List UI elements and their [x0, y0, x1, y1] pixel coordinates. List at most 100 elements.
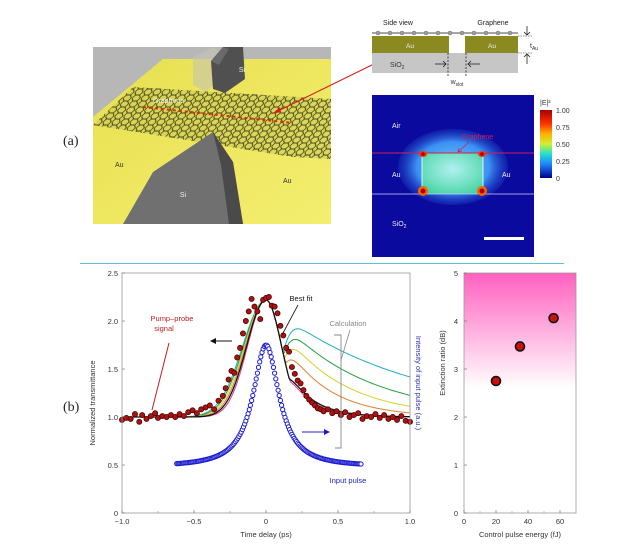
y-axis-label: Normalized transmittance: [88, 360, 97, 445]
input-pulse-point: [255, 364, 262, 370]
input-pulse-point: [249, 397, 255, 404]
y-axis-label-right: Intensity of input pulse (a.u.): [414, 336, 423, 431]
input-pulse-point: [254, 370, 260, 376]
pump-probe-pointer: [151, 342, 170, 411]
sio2-field-label: SiO2: [392, 221, 407, 230]
input-pulse-point: [358, 461, 364, 467]
best-fit-annotation: Best fit: [290, 294, 314, 303]
colorbar-tick-label: 0.75: [556, 125, 570, 132]
input-pulse-point: [253, 376, 259, 382]
input-pulse-point: [270, 364, 277, 370]
pump-probe-point: [368, 414, 375, 420]
pump-probe-point: [389, 414, 396, 420]
pump-probe-point: [398, 413, 405, 419]
pump-probe-point: [265, 294, 272, 300]
slot-gap: [449, 36, 465, 53]
graphene-label: Graphene: [153, 98, 184, 105]
pump-probe-point: [324, 406, 331, 413]
pump-probe-point: [147, 413, 154, 419]
x-tick-label: −1.0: [115, 517, 130, 526]
pump-probe-point: [237, 344, 244, 351]
plot-frame: [121, 272, 411, 514]
input-pulse-point: [246, 407, 252, 413]
input-pulse-series: [174, 342, 364, 467]
input-pulse-point: [250, 392, 256, 399]
pump-probe-point: [283, 344, 290, 351]
pump-probe-point: [215, 397, 222, 404]
pump-probe-point: [274, 310, 281, 317]
input-pulse-point: [272, 370, 278, 376]
pump-probe-point: [355, 410, 362, 417]
pump-probe-series: [119, 294, 413, 425]
sio2-text: SiO2: [390, 62, 405, 71]
pump-probe-point: [180, 413, 187, 419]
colorbar-tick-label: 0.25: [556, 159, 570, 166]
y-tick-label: 0.5: [108, 461, 118, 470]
y-tick-label: 1.0: [108, 413, 118, 422]
air-label: Air: [392, 123, 401, 130]
au-right-field-label: Au: [502, 172, 511, 179]
optical-path-dashed: [142, 106, 294, 124]
colorbar-tick-label: 0: [556, 176, 560, 183]
arrow-right-icon: [324, 429, 330, 435]
au-left-text: Au: [406, 43, 414, 50]
pump-probe-annotation: Pump–probe: [151, 314, 194, 323]
side-view-graphene-label: Graphene: [477, 20, 508, 27]
pump-probe-point: [333, 408, 340, 415]
input-pulse-point: [268, 354, 274, 360]
input-pulse-point: [252, 382, 258, 388]
side-view-title: Side view: [383, 20, 414, 27]
input-pulse-point: [274, 382, 280, 388]
panel-b-label: (b): [63, 400, 80, 415]
input-pulse-point: [247, 402, 253, 408]
calculation-pointer: [340, 329, 351, 361]
au-left-label: Au: [115, 162, 124, 169]
colorbar-tick-label: 1.00: [556, 108, 570, 115]
scale-bar: [484, 237, 524, 240]
pump-probe-annotation-line2: signal: [154, 324, 174, 333]
input-pulse-point: [245, 411, 251, 417]
pump-probe-point: [136, 418, 143, 425]
pump-probe-point: [300, 387, 307, 394]
pump-probe-point: [225, 376, 232, 383]
pump-probe-point: [248, 295, 255, 302]
pump-probe-point: [277, 322, 284, 329]
input-pulse-point: [273, 376, 279, 382]
pump-probe-point: [143, 415, 150, 422]
pump-probe-point: [254, 308, 261, 315]
best-fit-pointer: [281, 304, 299, 336]
pump-probe-point: [245, 308, 252, 315]
graphene-arrow-icon: [457, 147, 463, 153]
si-bottom-label: Si: [180, 192, 187, 199]
panel-a-label: (a): [63, 134, 79, 149]
y-tick-label: 1.5: [108, 365, 118, 374]
au-right-label: Au: [283, 178, 292, 185]
colorbar-title: |E|²: [540, 100, 551, 107]
pump-probe-point: [394, 416, 400, 423]
pump-probe-point: [172, 414, 179, 420]
colorbar-tick-label: 0.50: [556, 142, 570, 149]
pump-probe-point: [206, 402, 213, 409]
au-left-block: [372, 36, 518, 53]
device-3d-rendering: Si Si Graphene Au Au: [93, 47, 331, 224]
input-pulse-point: [258, 354, 264, 360]
arrow-left-icon: [210, 338, 216, 344]
pump-probe-point: [251, 303, 258, 310]
y-tick-label: 2.0: [108, 317, 118, 326]
arrow-up-icon: [523, 53, 531, 58]
field-hotspots: [418, 151, 487, 196]
pump-probe-point: [240, 330, 246, 337]
pump-probe-point: [288, 364, 295, 371]
pump-probe-point: [291, 370, 298, 377]
au-left-field-label: Au: [392, 172, 401, 179]
input-pulse-point: [257, 359, 263, 365]
calculation-annotation: Calculation: [329, 319, 366, 328]
pump-probe-point: [231, 369, 238, 376]
pump-probe-point: [342, 409, 349, 416]
x-tick-label: 1.0: [405, 517, 415, 526]
pump-probe-point: [286, 348, 292, 355]
input-pulse-point: [269, 359, 275, 365]
pump-probe-point: [189, 407, 196, 414]
pump-probe-point: [303, 392, 310, 399]
